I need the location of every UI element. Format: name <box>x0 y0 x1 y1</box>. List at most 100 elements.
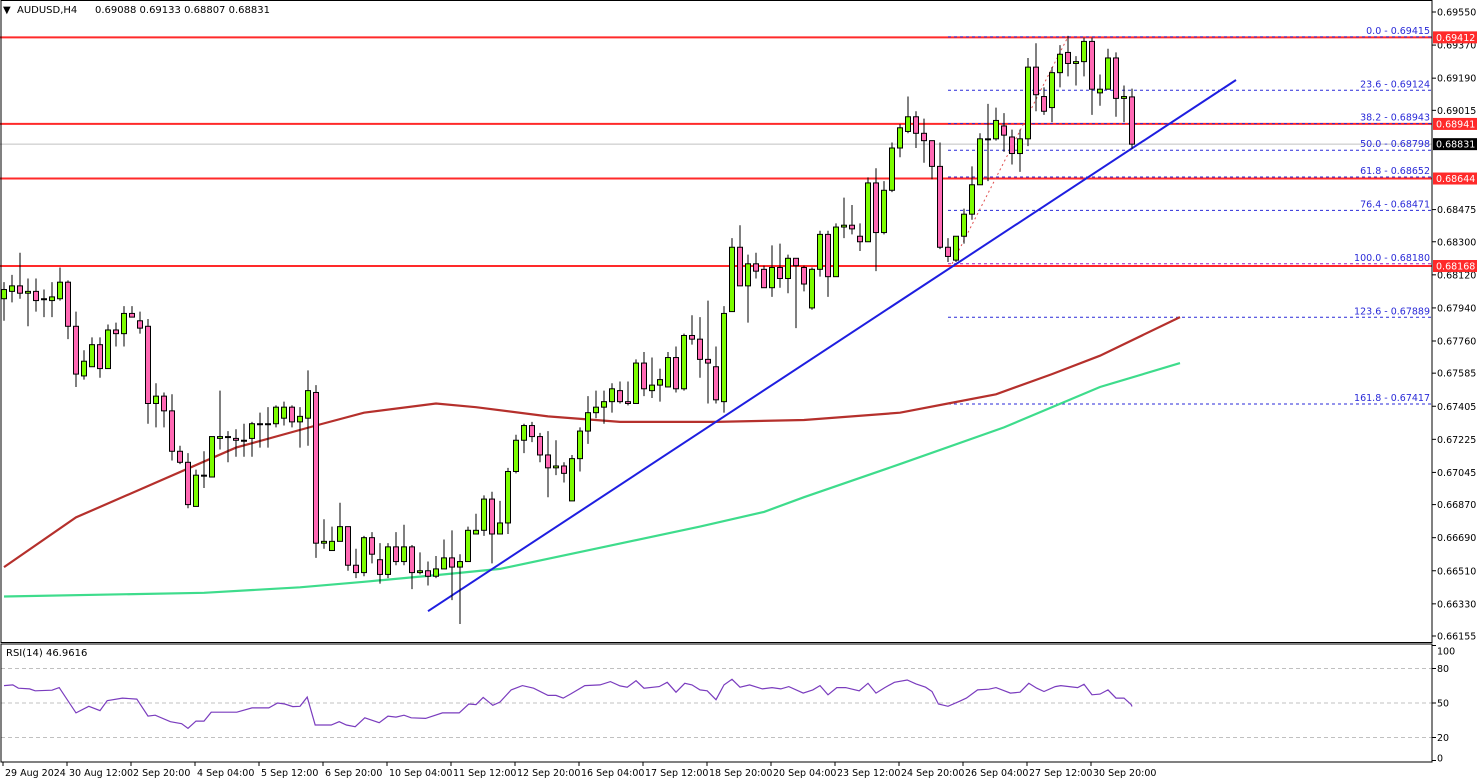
candle-body <box>873 182 879 234</box>
fib-level-label: 50.0 - 0.68798 <box>1360 139 1430 150</box>
candle <box>1049 67 1055 123</box>
candle-body <box>865 182 871 243</box>
candle <box>929 140 935 180</box>
candle <box>713 346 719 404</box>
candle <box>793 257 799 329</box>
candle-body <box>833 226 839 278</box>
fib-level-label: 61.8 - 0.68652 <box>1360 166 1430 177</box>
fib-level-label: 38.2 - 0.68943 <box>1360 113 1430 124</box>
candle <box>505 467 511 534</box>
candle-body <box>857 235 863 243</box>
candle <box>681 333 687 391</box>
candle-body <box>113 329 119 335</box>
symbol-label: AUDUSD,H4 <box>17 5 77 16</box>
candle-body <box>649 384 655 392</box>
main-chart-panel: 0.0 - 0.69415 23.6 - 0.69124 38.2 - 0.6894… <box>0 26 1432 625</box>
candle <box>281 401 287 426</box>
candle <box>577 427 583 472</box>
candle <box>1057 45 1063 88</box>
candle-body <box>1113 57 1119 99</box>
candle <box>153 383 159 428</box>
candle <box>769 245 775 297</box>
candle <box>697 317 703 378</box>
candle-body <box>329 540 335 552</box>
time-tick-label: 30 Aug 12:00 <box>69 768 133 779</box>
candle <box>233 429 239 457</box>
candle <box>49 282 55 318</box>
candle-body <box>97 344 103 370</box>
candle <box>257 412 263 448</box>
fib-level-label: 23.6 - 0.69124 <box>1360 79 1430 90</box>
candle-body <box>217 436 223 439</box>
candle-body <box>553 465 559 469</box>
candle <box>529 421 535 443</box>
candle-body <box>513 439 519 472</box>
triangle-down-icon[interactable]: ▼ <box>3 5 11 16</box>
price-tick-label: 0.66690 <box>1437 533 1476 544</box>
candle-body <box>209 436 215 478</box>
candle-body <box>697 338 703 360</box>
price-tick-label: 0.67225 <box>1437 435 1476 446</box>
candle-body <box>801 266 807 285</box>
candle-body <box>705 358 711 364</box>
candle <box>1017 129 1023 172</box>
candle-body <box>377 559 383 575</box>
candle-body <box>137 320 143 329</box>
candle <box>1121 85 1127 123</box>
candle <box>1033 43 1039 112</box>
candle-body <box>369 537 375 555</box>
candle-body <box>737 246 743 287</box>
candle <box>65 280 71 340</box>
candle <box>977 133 983 186</box>
plot-area: 0.0 - 0.69415 23.6 - 0.69124 38.2 - 0.6894… <box>0 26 1432 625</box>
candle <box>313 385 319 558</box>
candle <box>585 396 591 444</box>
candle-body <box>625 401 631 404</box>
candle-body <box>897 127 903 149</box>
rsi-tick-label: 100 <box>1437 647 1455 658</box>
candle-body <box>1041 96 1047 112</box>
candle <box>241 423 247 457</box>
candle <box>265 407 271 448</box>
candle-body <box>185 461 191 506</box>
candle-body <box>921 132 927 142</box>
candle <box>73 311 79 387</box>
candle-body <box>153 395 159 404</box>
candle <box>897 124 903 158</box>
candle-body <box>1129 96 1135 145</box>
price-tick-label: 0.66155 <box>1437 632 1476 643</box>
price-tick-label: 0.66330 <box>1437 599 1476 610</box>
candle <box>209 436 215 478</box>
rsi-tick-label: 20 <box>1437 733 1449 744</box>
candle <box>425 561 431 586</box>
candle-body <box>641 362 647 390</box>
candle-body <box>129 312 135 318</box>
rsi-tick-label: 50 <box>1437 699 1449 710</box>
candle <box>921 118 927 163</box>
candle <box>841 197 847 239</box>
candle-body <box>233 437 239 441</box>
candle <box>449 530 455 601</box>
time-tick-label: 30 Sep 20:00 <box>1093 768 1156 779</box>
candle <box>649 357 655 398</box>
candle-body <box>1121 96 1127 99</box>
candle <box>1009 129 1015 165</box>
rsi-panel <box>1 668 1432 738</box>
candle <box>609 383 615 413</box>
candle-body <box>545 454 551 469</box>
candle-body <box>985 138 991 141</box>
candle <box>545 431 551 498</box>
candle <box>393 532 399 566</box>
candle <box>953 235 959 262</box>
candle-body <box>977 138 983 186</box>
level-price-tag: 0.68941 <box>1436 119 1475 130</box>
candle-body <box>753 263 759 272</box>
time-tick-label: 2 Sep 20:00 <box>133 768 190 779</box>
candle-body <box>793 257 799 267</box>
current-price-tag: 0.68831 <box>1436 140 1475 151</box>
time-tick-label: 17 Sep 12:00 <box>645 768 708 779</box>
candle-body <box>785 257 791 280</box>
candle <box>161 392 167 428</box>
price-tick-label: 0.67405 <box>1437 402 1476 413</box>
